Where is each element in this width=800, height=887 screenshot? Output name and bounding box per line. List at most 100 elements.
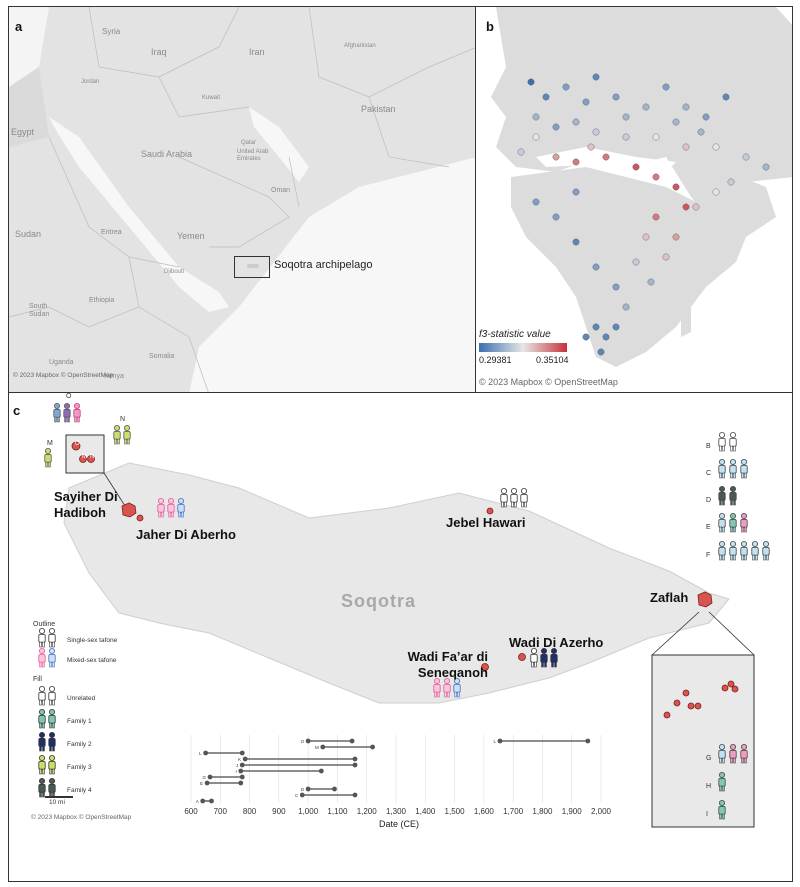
person-icon — [718, 486, 726, 506]
site-marker-wadi-faar — [481, 663, 489, 671]
scale-label: 10 mi — [49, 799, 65, 806]
soqotra-island — [63, 462, 730, 704]
site-marker-jaher — [136, 514, 144, 522]
sample-point — [532, 113, 540, 121]
sample-point — [602, 153, 610, 161]
sample-point — [572, 238, 580, 246]
person-icon — [740, 540, 748, 561]
sample-point — [552, 153, 560, 161]
person-icon — [550, 647, 558, 668]
date-range-label: M — [315, 745, 319, 750]
site-marker-zaflah — [697, 591, 713, 608]
person-icon — [540, 647, 548, 668]
date-range-start — [200, 798, 206, 804]
x-tick-label: 1,200 — [357, 807, 378, 816]
date-range-start — [203, 750, 209, 756]
person-icon — [157, 498, 165, 518]
sample-point — [682, 143, 690, 151]
date-range-end — [239, 750, 245, 756]
date-range-label: L — [199, 751, 202, 756]
country-label: Eritrea — [101, 229, 122, 236]
country-label: Somalia — [149, 353, 175, 360]
country-label: South Sudan — [29, 303, 50, 318]
sample-point — [612, 323, 620, 331]
group-label-h: H — [706, 783, 712, 790]
sample-point — [642, 233, 650, 241]
site-marker-wadi-azerho — [518, 653, 526, 661]
legend-fill-icon — [38, 731, 46, 752]
legend-fill-icon — [48, 754, 56, 775]
date-range-label: L — [493, 739, 496, 744]
sample-point — [592, 323, 600, 331]
legend-fill-item: Family 1 — [67, 718, 92, 725]
site-label-jaher: Jaher Di Aberho — [136, 527, 236, 542]
legend-fill-icon — [38, 685, 46, 706]
x-tick-label: 1,800 — [532, 807, 553, 816]
person-icon — [177, 498, 185, 518]
sample-point — [652, 213, 660, 221]
person-icon — [53, 402, 61, 423]
site-label-jebel-hawari: Jebel Hawari — [446, 515, 526, 530]
date-range-end — [209, 798, 214, 804]
date-range-end — [352, 792, 358, 798]
sample-point — [697, 128, 705, 136]
panel-a-map: a Syria Iraq Iran Afghanistan Jordan Kuw… — [8, 6, 476, 393]
date-range-end — [370, 744, 375, 750]
panel-c-map: 600 700 800 900 1,000 1,100 1,200 1,300 1,400 1,5… — [8, 392, 793, 882]
x-tick-label: 2,000 — [591, 807, 612, 816]
legend-fill-icon — [38, 754, 46, 775]
panel-b-map: b f3-statistic value 0.29381 0.35104 © 2… — [475, 6, 793, 393]
inset-box-west — [65, 434, 105, 474]
country-label: United Arab Emirates — [237, 149, 269, 162]
sample-point — [722, 93, 730, 101]
person-icon — [718, 743, 726, 764]
site-label-wadi-faar: Wadi Fa’ar di Seneqanoh — [407, 649, 488, 680]
sample-point — [572, 158, 580, 166]
person-icon — [740, 743, 748, 764]
person-icon — [530, 647, 538, 668]
country-label: Egypt — [11, 127, 35, 137]
sample-point — [702, 113, 710, 121]
date-range-label: I — [236, 769, 237, 774]
country-label: Iran — [249, 47, 265, 57]
date-range-start — [204, 780, 210, 786]
sample-point — [582, 98, 590, 106]
sample-point — [727, 178, 735, 186]
legend-fill-icon — [38, 777, 46, 798]
date-range-start — [207, 774, 213, 780]
x-tick-label: 900 — [272, 807, 286, 816]
date-range-start — [305, 738, 311, 744]
x-tick-label: 1,000 — [298, 807, 319, 816]
legend-outline-item: Single-sex tafone — [67, 637, 118, 644]
date-range-end — [349, 738, 355, 744]
sample-point — [527, 78, 535, 86]
date-range-end — [318, 768, 324, 774]
sample-point — [597, 348, 605, 356]
person-icon — [123, 425, 131, 445]
country-label: Sudan — [15, 229, 42, 239]
legend-fill-icon — [38, 708, 46, 729]
date-range-start — [305, 786, 311, 792]
site-marker-sayiher — [121, 502, 137, 518]
sample-point — [592, 263, 600, 271]
date-range-chart: 600 700 800 900 1,000 1,100 1,200 1,300 1,400 1,5… — [184, 735, 612, 816]
person-icon — [73, 402, 81, 423]
f3-legend-bar — [479, 343, 567, 352]
x-tick-label: 1,900 — [562, 807, 583, 816]
country-label: Qatar — [241, 140, 257, 146]
person-icon — [167, 498, 175, 518]
map-credit: © 2023 Mapbox © OpenStreetMap — [13, 372, 114, 379]
group-label-e: E — [706, 524, 711, 531]
sample-point — [712, 188, 720, 196]
sample-point — [712, 143, 720, 151]
person-icon — [762, 540, 770, 561]
date-range-label: A — [196, 799, 199, 804]
sample-point — [647, 278, 655, 286]
sample-point — [692, 203, 700, 211]
x-tick-label: 1,700 — [503, 807, 524, 816]
person-icon — [453, 677, 461, 698]
sample-point — [587, 143, 595, 151]
country-label: Oman — [271, 187, 291, 194]
site-label-wadi-azerho: Wadi Di Azerho — [509, 635, 604, 650]
panel-b-basemap — [476, 7, 792, 392]
